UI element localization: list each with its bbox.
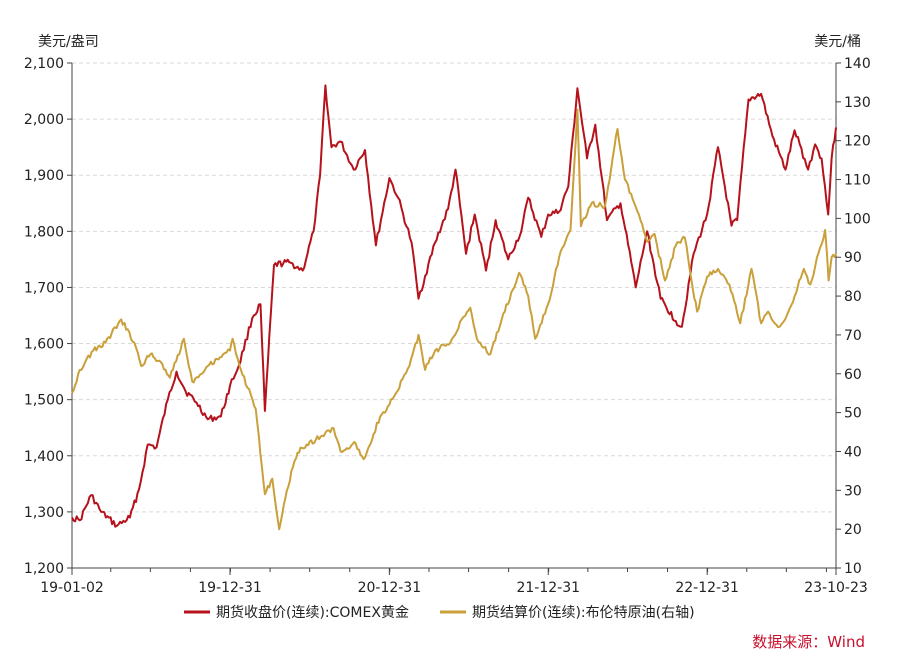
legend: 期货收盘价(连续):COMEX黄金 期货结算价(连续):布伦特原油(右轴) [184, 604, 695, 621]
x-tick-label: 19-01-02 [40, 580, 104, 596]
left-axis-unit: 美元/盎司 [38, 34, 99, 50]
right-tick-label: 130 [844, 95, 871, 111]
left-tick-label: 2,000 [24, 112, 64, 128]
right-tick-label: 50 [844, 406, 862, 422]
x-tick-label: 22-12-31 [675, 580, 739, 596]
right-tick-label: 80 [844, 289, 862, 305]
left-tick-label: 1,200 [24, 561, 64, 577]
right-tick-label: 120 [844, 134, 871, 150]
right-axis-unit: 美元/桶 [814, 34, 861, 50]
gridlines [72, 62, 836, 513]
x-tick-label: 19-12-31 [198, 580, 262, 596]
legend-label: 期货收盘价(连续):COMEX黄金 [216, 604, 409, 621]
x-tick-label: 20-12-31 [358, 580, 422, 596]
left-tick-label: 1,900 [24, 168, 64, 184]
right-tick-label: 100 [844, 211, 871, 227]
legend-label: 期货结算价(连续):布伦特原油(右轴) [472, 604, 695, 621]
right-tick-label: 20 [844, 522, 862, 538]
series-line-brent-oil [71, 108, 837, 531]
left-tick-label: 1,800 [24, 224, 64, 240]
right-tick-label: 40 [844, 444, 862, 460]
left-tick-label: 1,300 [24, 505, 64, 521]
right-tick-label: 10 [844, 561, 862, 577]
left-tick-label: 2,100 [24, 56, 64, 72]
right-tick-label: 70 [844, 328, 862, 344]
right-tick-label: 140 [844, 56, 871, 72]
series-line-comex-gold [71, 84, 837, 528]
source-label: 数据来源：Wind [752, 633, 865, 651]
right-tick-label: 30 [844, 483, 862, 499]
left-tick-label: 1,400 [24, 449, 64, 465]
left-tick-label: 1,500 [24, 393, 64, 409]
left-tick-label: 1,600 [24, 337, 64, 353]
axes: 1,200 1,300 1,400 1,500 1,600 1,700 1,800 1,900… [24, 56, 871, 596]
right-tick-label: 110 [844, 173, 871, 189]
x-tick-label: 21-12-31 [516, 580, 580, 596]
right-tick-label: 90 [844, 250, 862, 266]
right-tick-label: 60 [844, 367, 862, 383]
left-tick-label: 1,700 [24, 280, 64, 296]
series-lines [71, 84, 837, 531]
x-tick-label: 23-10-23 [804, 580, 868, 596]
